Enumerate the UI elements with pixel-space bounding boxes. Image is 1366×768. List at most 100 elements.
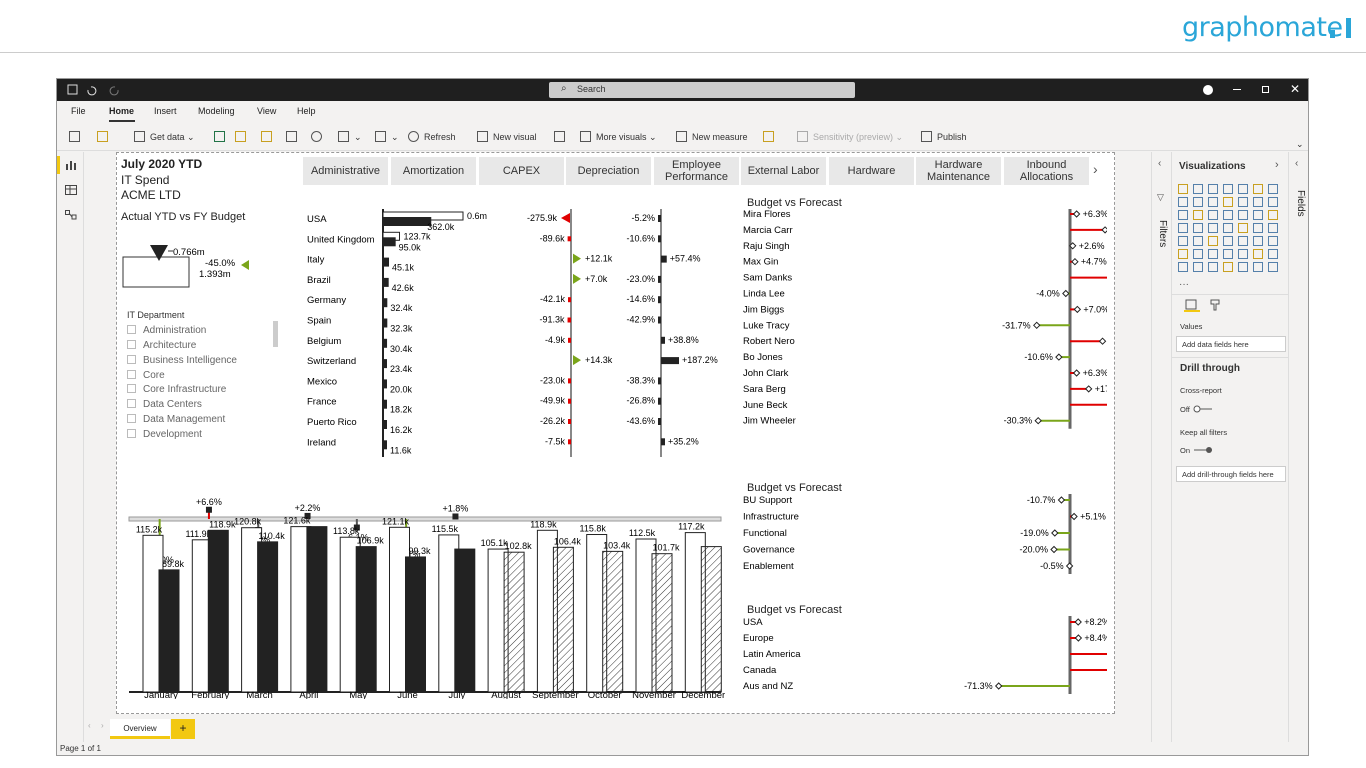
visual-type-icon[interactable] (1238, 262, 1248, 272)
filters-pane-collapsed[interactable]: ‹ ▽ Filters (1151, 152, 1171, 742)
visual-type-icon[interactable] (1268, 249, 1278, 259)
visual-type-icon[interactable] (1193, 223, 1203, 233)
visual-type-icon[interactable] (1253, 262, 1263, 272)
visual-type-icon[interactable] (1268, 210, 1278, 220)
minimize-icon[interactable] (1233, 89, 1241, 90)
visual-type-icon[interactable] (1223, 197, 1233, 207)
slicer-item[interactable]: Core Infrastructure (127, 384, 226, 395)
tab-external-labor[interactable]: External Labor (741, 157, 826, 185)
quick-access-icons[interactable] (67, 84, 127, 96)
visual-type-icon[interactable] (1253, 223, 1263, 233)
refresh-button[interactable]: Refresh (408, 131, 456, 142)
menu-view[interactable]: View (257, 106, 277, 116)
dataflow-button[interactable] (261, 131, 277, 142)
kpi-visual[interactable]: 0.766m -45.0% 1.393m (117, 237, 297, 289)
visual-type-icon[interactable] (1253, 184, 1263, 194)
slicer-scrollbar[interactable] (273, 321, 278, 347)
new-visual-button[interactable]: New visual (477, 131, 537, 142)
bvf-region-chart[interactable]: USA+8.2%Europe+8.4%Latin America+45.7%Ca… (737, 616, 1107, 700)
excel-button[interactable] (214, 131, 230, 142)
bvf-people-chart[interactable]: Mira Flores+6.3%Marcia Carr+33.4%Raju Si… (737, 209, 1107, 439)
visual-type-icon[interactable] (1178, 210, 1188, 220)
chevron-left-icon[interactable]: ‹ (1158, 158, 1162, 169)
visual-type-icon[interactable] (1208, 197, 1218, 207)
menu-file[interactable]: File (71, 106, 86, 116)
add-page-button[interactable]: + (171, 719, 195, 739)
visual-type-icon[interactable] (1178, 262, 1188, 272)
visual-type-icon[interactable] (1238, 197, 1248, 207)
visual-type-icon[interactable] (1178, 197, 1188, 207)
visual-type-icon[interactable] (1208, 223, 1218, 233)
slicer-item[interactable]: Data Management (127, 414, 225, 425)
visual-type-icon[interactable] (1238, 236, 1248, 246)
add-drill-through-well[interactable]: Add drill-through fields here (1176, 466, 1286, 482)
more-visuals-button[interactable]: More visuals ⌄ (580, 131, 657, 143)
recent-sources-button[interactable]: ⌄ (338, 131, 362, 143)
cross-report-toggle[interactable]: Off (1180, 405, 1214, 414)
tab-administrative[interactable]: Administrative (303, 157, 388, 185)
bvf-unit-chart[interactable]: BU Support -10.7% Infrastructure +5.1% Funct… (737, 494, 1107, 578)
checkbox[interactable] (127, 414, 136, 423)
visual-type-icon[interactable] (1208, 236, 1218, 246)
tab-inbound-allocations[interactable]: Inbound Allocations (1004, 157, 1089, 185)
visual-type-icon[interactable] (1268, 223, 1278, 233)
restore-icon[interactable] (1262, 86, 1269, 93)
search-input[interactable]: ⌕ Search (549, 82, 855, 98)
checkbox[interactable] (127, 429, 136, 438)
keep-filters-toggle[interactable]: On (1180, 446, 1214, 455)
visual-type-icon[interactable] (1253, 249, 1263, 259)
visual-type-icon[interactable] (1178, 184, 1188, 194)
page-nav-prev-icon[interactable]: ‹ (88, 721, 91, 730)
page-nav-next-icon[interactable]: › (101, 721, 104, 730)
slicer-item[interactable]: Architecture (127, 340, 196, 351)
tab-hardware[interactable]: Hardware (829, 157, 914, 185)
report-view-icon[interactable] (65, 160, 77, 170)
visual-type-icon[interactable] (1178, 223, 1188, 233)
page-tab-overview[interactable]: Overview (110, 719, 170, 739)
visual-type-icon[interactable] (1223, 249, 1233, 259)
country-variance-table[interactable]: USA 0.6m 362.0k -275.9k -5.2% United Kingdom 1… (303, 205, 733, 461)
get-data-button[interactable]: Get data ⌄ (134, 131, 195, 143)
visual-type-icon[interactable] (1208, 210, 1218, 220)
quick-measure-button[interactable] (763, 131, 779, 142)
visual-type-icon[interactable] (1253, 210, 1263, 220)
visual-type-icon[interactable] (1208, 262, 1218, 272)
sql-button[interactable] (311, 131, 327, 142)
fields-pane-collapsed[interactable]: ‹ Fields (1288, 152, 1308, 742)
chevron-left-icon[interactable]: ‹ (1295, 158, 1299, 169)
ribbon-collapse-icon[interactable]: ⌄ (1296, 139, 1304, 149)
slicer-item[interactable]: Development (127, 429, 202, 440)
visual-type-icon[interactable] (1268, 262, 1278, 272)
visual-type-icon[interactable] (1223, 223, 1233, 233)
visual-type-icon[interactable] (1223, 236, 1233, 246)
visual-type-icon[interactable] (1193, 236, 1203, 246)
visual-type-icon[interactable] (1238, 210, 1248, 220)
text-box-button[interactable] (554, 131, 570, 142)
enter-data-button[interactable] (286, 131, 302, 142)
visual-type-icon[interactable] (1238, 184, 1248, 194)
menu-modeling[interactable]: Modeling (198, 106, 235, 116)
visual-type-icon[interactable] (1178, 249, 1188, 259)
avatar[interactable] (1203, 85, 1213, 95)
visual-type-icon[interactable] (1193, 184, 1203, 194)
visual-type-icon[interactable] (1208, 184, 1218, 194)
visual-type-icon[interactable] (1223, 184, 1233, 194)
add-data-fields-well[interactable]: Add data fields here (1176, 336, 1286, 352)
checkbox[interactable] (127, 370, 136, 379)
menu-insert[interactable]: Insert (154, 106, 177, 116)
sensitivity-button[interactable]: Sensitivity (preview) ⌄ (797, 131, 903, 143)
visual-type-icon[interactable] (1193, 210, 1203, 220)
monthly-variance-chart[interactable]: -22.0%+6.6%-7.9%+2.2%-6.1%-18.1%+1.8%115… (125, 465, 725, 699)
tab-depreciation[interactable]: Depreciation (566, 157, 651, 185)
checkbox[interactable] (127, 399, 136, 408)
slicer-item[interactable]: Data Centers (127, 399, 202, 410)
close-icon[interactable]: ✕ (1290, 82, 1301, 96)
visual-type-icon[interactable] (1178, 236, 1188, 246)
tab-capex[interactable]: CAPEX (479, 157, 564, 185)
format-painter-button[interactable] (97, 131, 113, 142)
model-view-icon[interactable] (65, 210, 77, 220)
checkbox[interactable] (127, 325, 136, 334)
slicer-item[interactable]: Business Intelligence (127, 355, 237, 366)
visual-type-icon[interactable] (1238, 249, 1248, 259)
checkbox[interactable] (127, 340, 136, 349)
